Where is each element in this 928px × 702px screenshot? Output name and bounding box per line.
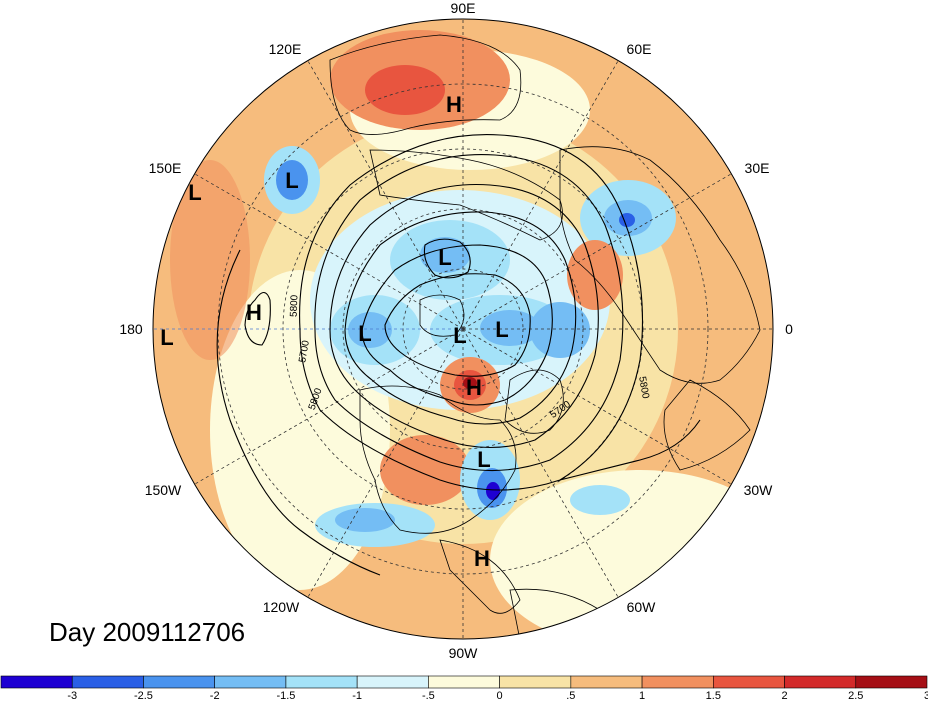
colorbar-tick-label: 1.5 [706, 690, 721, 702]
colorbar-swatch [285, 675, 358, 689]
lon-label-30e: 30E [745, 160, 770, 176]
colorbar-swatch [570, 675, 643, 689]
contour-label-5800-west: 5800 [289, 294, 301, 317]
high-center-gulf-of-mexico: H [474, 546, 490, 571]
shading-hudson-core [463, 377, 477, 389]
colorbar-tick-label: -3 [67, 690, 77, 702]
lon-label-150e: 150E [149, 160, 182, 176]
lon-label-120w: 120W [263, 599, 300, 615]
high-center-siberia: H [446, 92, 462, 117]
shading-siberia-hot [365, 65, 445, 115]
shading-europe-center [619, 213, 635, 227]
height-contours [216, 134, 701, 576]
colorbar: -3 -2.5 -2 -1.5 -1 -.5 0 .5 1 1.5 2 2.5 3 [0, 675, 928, 702]
colorbar-tick-label: -1.5 [276, 690, 295, 702]
shading-beaufort-core [348, 312, 392, 348]
pressure-centers: H L L H L L L L L H L H [160, 92, 508, 571]
lon-label-90e: 90E [451, 0, 476, 16]
shading-kamchatka-core [276, 160, 308, 200]
low-center-north-pole: L [453, 323, 466, 348]
contour-pacific-high [244, 291, 271, 346]
lon-label-150w: 150W [145, 482, 182, 498]
shading-atlantic-cold [570, 485, 630, 515]
contour-5500 [344, 211, 577, 425]
contour-5600 [329, 183, 599, 449]
contour-esib-low [423, 238, 471, 279]
colorbar-tick-label: -1 [352, 690, 362, 702]
colorbar-tick-label: 2 [781, 690, 787, 702]
shading-w-europe-warm [567, 240, 623, 310]
colorbar-tick-label: 2.5 [848, 690, 863, 702]
colorbar-swatch [784, 675, 857, 689]
colorbar-swatch [214, 675, 287, 689]
colorbar-swatch [641, 675, 714, 689]
contour-5700 [314, 154, 624, 472]
coast-siberia [329, 34, 522, 135]
colorbar-tick-label: 1 [639, 690, 645, 702]
colorbar-tick-label: -.5 [422, 690, 435, 702]
contour-5800-atlantic [559, 419, 701, 481]
colorbar-tick-label: .5 [566, 690, 575, 702]
colorbar-tick-label: 3 [924, 690, 928, 702]
low-center-west-pacific: L [188, 180, 201, 205]
colorbar-swatch [356, 675, 429, 689]
shading-greenland-core [530, 302, 590, 358]
colorbar-swatch [499, 675, 572, 689]
high-center-hudson-bay: H [466, 375, 482, 400]
lon-label-90w: 90W [449, 645, 479, 661]
coast-africa-north [663, 379, 751, 471]
colorbar-swatch [855, 675, 928, 689]
map-boundary [152, 18, 774, 640]
lon-label-30w: 30W [744, 482, 774, 498]
lon-label-60w: 60W [627, 599, 657, 615]
coast-north-america [359, 385, 517, 534]
contour-label-5800-east: 5800 [636, 376, 651, 400]
colorbar-swatch [428, 675, 500, 689]
contour-5300 [384, 273, 531, 377]
lon-label-60e: 60E [627, 41, 652, 57]
shading-pacific-core [335, 508, 395, 532]
contour-5800-outer [299, 134, 644, 491]
lon-label-0: 0 [785, 321, 793, 337]
low-center-great-lakes: L [477, 447, 490, 472]
contour-5400 [361, 244, 553, 406]
low-center-greenland: L [495, 317, 508, 342]
lon-label-120e: 120E [269, 41, 302, 57]
high-center-central-pacific: H [246, 300, 262, 325]
date-title: Day 2009112706 [49, 617, 246, 647]
shading-na-warm [380, 435, 470, 505]
colorbar-swatch [0, 675, 73, 689]
shading-pacific-edge-warm [170, 160, 250, 360]
contour-label-5700-west: 5700 [297, 339, 312, 363]
low-center-beaufort: L [358, 321, 371, 346]
colorbar-tick-label: -2 [210, 690, 220, 702]
contour-5800-pacific [216, 249, 381, 576]
low-center-kamchatka: L [285, 168, 298, 193]
low-center-dateline: L [160, 325, 173, 350]
shading-lakes-center [486, 482, 500, 500]
colorbar-swatch [713, 675, 785, 689]
colorbar-swatch [143, 675, 215, 689]
lon-label-180: 180 [119, 321, 143, 337]
colorbar-swatch [71, 675, 144, 689]
colorbar-tick-label: -2.5 [134, 690, 153, 702]
coast-central-america [439, 539, 521, 614]
longitude-labels: 90E 60E 30E 0 30W 60W 90W 120W 150W 180 … [119, 0, 793, 661]
colorbar-tick-label: 0 [497, 690, 503, 702]
shading-pole-core [480, 310, 540, 346]
anomaly-shading [153, 19, 773, 639]
low-center-east-siberian-sea: L [438, 245, 451, 270]
